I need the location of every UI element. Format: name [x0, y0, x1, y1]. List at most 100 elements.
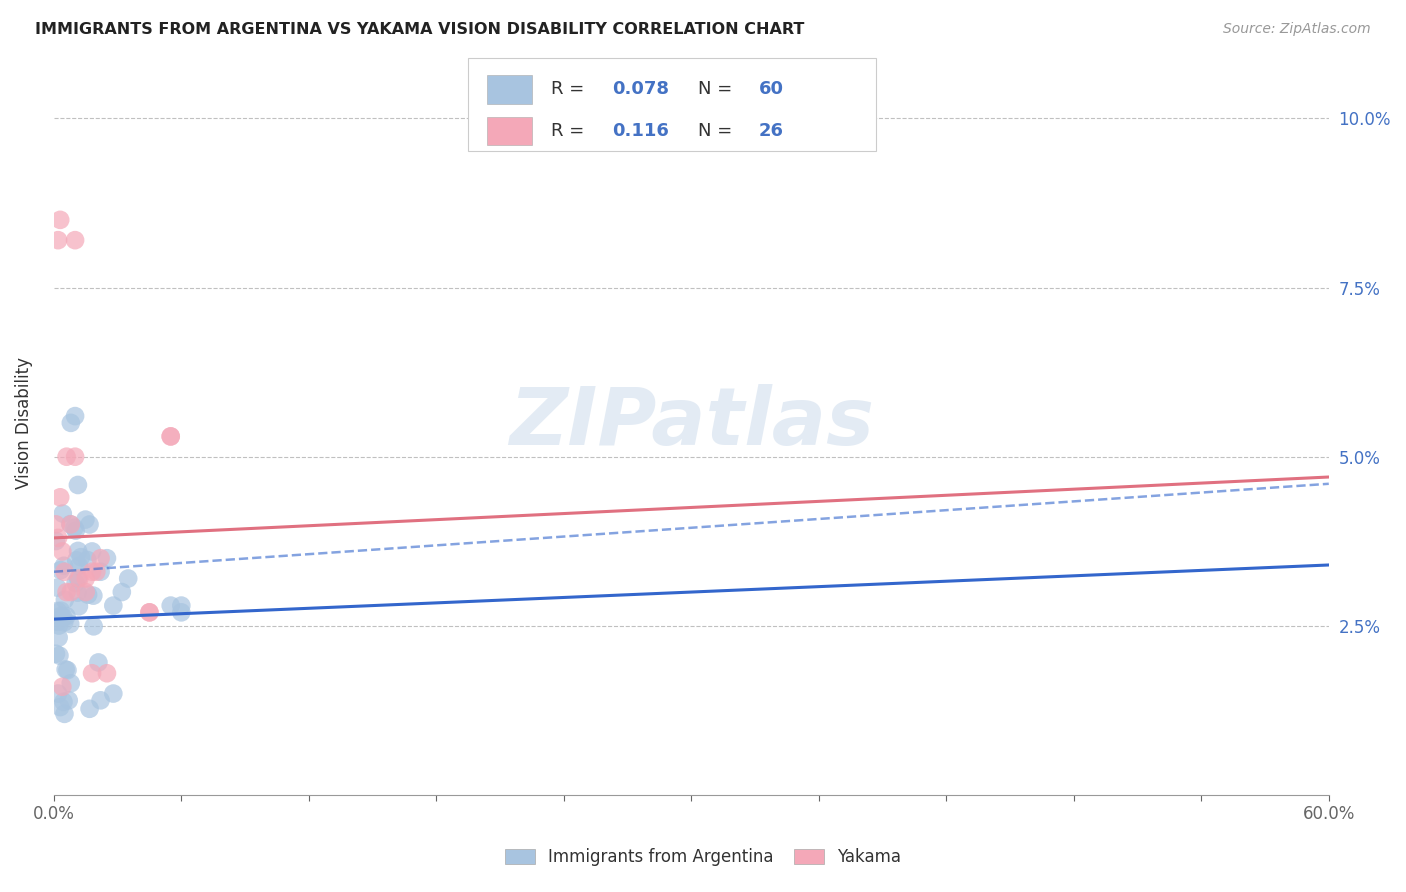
Y-axis label: Vision Disability: Vision Disability: [15, 357, 32, 489]
Point: [65, 576, 87, 591]
Point: [75, 585, 97, 599]
Point: [46, 233, 69, 247]
Point: [52, 558, 75, 573]
Point: [49, 609, 72, 624]
Point: [90, 565, 112, 579]
Point: [67, 572, 90, 586]
Point: [45, 533, 67, 548]
Point: [55, 585, 77, 599]
Point: [77, 588, 100, 602]
Point: [59, 585, 82, 599]
Point: [48, 618, 70, 632]
Point: [96, 666, 118, 681]
Text: Source: ZipAtlas.com: Source: ZipAtlas.com: [1223, 22, 1371, 37]
Point: [159, 429, 181, 443]
Point: [86, 565, 108, 579]
Point: [65, 524, 87, 538]
Point: [55, 663, 77, 677]
Point: [58, 693, 80, 707]
Point: [170, 605, 193, 619]
Point: [82, 589, 104, 603]
Point: [51, 544, 73, 558]
Point: [49, 604, 72, 618]
Point: [159, 429, 181, 443]
Text: 0.078: 0.078: [612, 80, 669, 98]
Text: N =: N =: [697, 122, 738, 140]
Point: [79, 517, 101, 532]
Point: [48, 631, 70, 645]
Point: [67, 559, 90, 574]
FancyBboxPatch shape: [468, 58, 876, 151]
Point: [76, 553, 98, 567]
Point: [49, 700, 72, 714]
Point: [66, 478, 89, 492]
Point: [53, 615, 76, 630]
Point: [103, 599, 125, 613]
Point: [159, 599, 181, 613]
Point: [52, 610, 75, 624]
Point: [138, 605, 160, 619]
Point: [170, 599, 193, 613]
Point: [46, 604, 69, 618]
Point: [59, 617, 82, 632]
Point: [49, 491, 72, 505]
Point: [63, 233, 86, 247]
Point: [53, 706, 76, 721]
FancyBboxPatch shape: [488, 117, 531, 145]
Text: 60: 60: [759, 80, 785, 98]
Point: [90, 551, 112, 566]
Point: [83, 619, 105, 633]
Point: [46, 531, 69, 545]
Text: IMMIGRANTS FROM ARGENTINA VS YAKAMA VISION DISABILITY CORRELATION CHART: IMMIGRANTS FROM ARGENTINA VS YAKAMA VISI…: [35, 22, 804, 37]
Text: R =: R =: [551, 80, 591, 98]
Point: [63, 521, 86, 535]
Point: [79, 702, 101, 716]
Point: [117, 572, 139, 586]
Point: [46, 615, 69, 629]
Point: [46, 687, 69, 701]
Point: [59, 517, 82, 532]
Point: [51, 680, 73, 694]
Point: [52, 695, 75, 709]
Point: [45, 614, 67, 628]
Point: [70, 550, 93, 565]
Point: [63, 450, 86, 464]
Point: [111, 585, 134, 599]
Point: [66, 585, 89, 599]
Point: [46, 581, 69, 595]
Point: [49, 212, 72, 227]
Point: [75, 513, 97, 527]
Point: [53, 592, 76, 607]
Text: N =: N =: [697, 80, 738, 98]
Point: [80, 565, 103, 579]
Legend: Immigrants from Argentina, Yakama: Immigrants from Argentina, Yakama: [496, 840, 910, 875]
Point: [45, 517, 67, 532]
Point: [59, 517, 82, 532]
Point: [138, 605, 160, 619]
Point: [67, 544, 90, 558]
Point: [53, 565, 76, 579]
FancyBboxPatch shape: [488, 75, 531, 103]
Point: [63, 409, 86, 423]
Point: [96, 551, 118, 566]
Text: ZIPatlas: ZIPatlas: [509, 384, 873, 462]
Point: [90, 693, 112, 707]
Point: [59, 676, 82, 690]
Point: [87, 656, 110, 670]
Text: 26: 26: [759, 122, 785, 140]
Point: [55, 609, 77, 624]
Point: [80, 666, 103, 681]
Point: [45, 647, 67, 661]
Point: [49, 563, 72, 577]
Point: [59, 416, 82, 430]
Point: [56, 663, 79, 677]
Point: [65, 553, 87, 567]
Point: [75, 572, 97, 586]
Point: [67, 599, 90, 614]
Point: [55, 450, 77, 464]
Point: [48, 648, 70, 663]
Point: [80, 544, 103, 558]
Point: [67, 571, 90, 585]
Point: [52, 507, 75, 521]
Text: R =: R =: [551, 122, 596, 140]
